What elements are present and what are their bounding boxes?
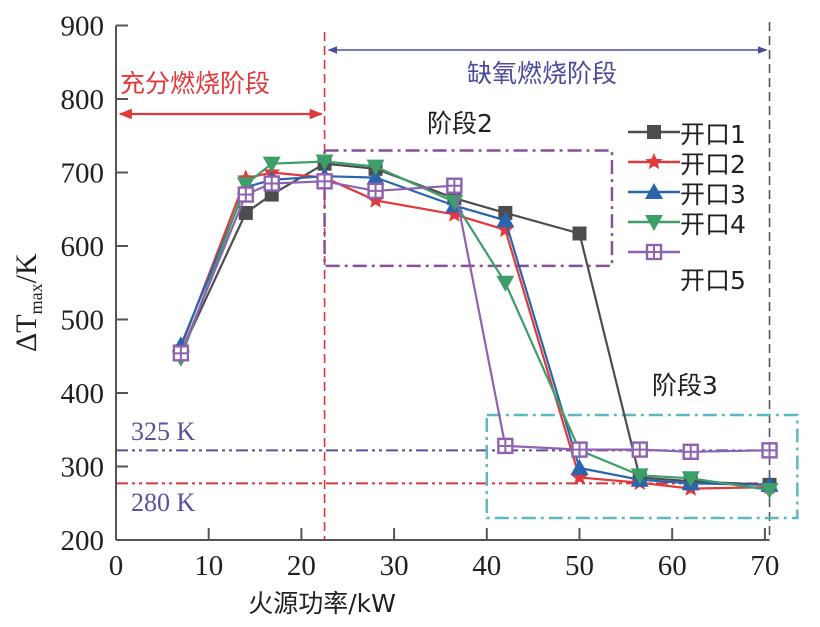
data-point xyxy=(760,483,779,500)
data-point xyxy=(367,191,385,208)
legend-marker xyxy=(647,125,661,139)
x-axis-title: 火源功率/kW xyxy=(248,589,396,618)
y-tick-label: 500 xyxy=(61,305,105,337)
stage2-label: 阶段2 xyxy=(427,109,493,138)
axes: 200 300 400 500 600 700 800 900 0 10 20 30 40 50 60 70 xyxy=(61,11,780,583)
data-point xyxy=(445,194,464,211)
y-tick-label: 700 xyxy=(61,158,105,190)
legend-label: 开口2 xyxy=(680,150,746,179)
data-point xyxy=(238,205,253,220)
legend-label: 开口1 xyxy=(680,120,746,149)
y-axis-title-main: ΔT xyxy=(10,314,43,352)
data-point xyxy=(631,441,648,458)
x-ticks: 0 10 20 30 40 50 60 70 xyxy=(109,528,779,582)
x-tick-label: 50 xyxy=(565,550,594,582)
line-325-label: 325 K xyxy=(131,417,196,446)
data-point xyxy=(366,159,385,176)
legend-item: 开口1 xyxy=(628,120,746,149)
legend-item: 开口2 xyxy=(628,150,746,179)
data-point xyxy=(315,154,334,171)
legend-item: 开口4 xyxy=(628,210,746,239)
y-tick-label: 200 xyxy=(61,525,105,557)
data-point xyxy=(366,168,385,185)
y-tick-label: 400 xyxy=(61,378,105,410)
data-point xyxy=(496,211,515,228)
data-point xyxy=(446,177,463,194)
data-point xyxy=(263,175,280,192)
legend-marker xyxy=(645,153,663,170)
data-point xyxy=(445,205,463,222)
legend-item: 开口3 xyxy=(628,180,746,209)
x-tick-label: 40 xyxy=(472,550,501,582)
x-tick-label: 70 xyxy=(750,550,779,582)
stage3-label: 阶段3 xyxy=(652,371,718,400)
legend-marker xyxy=(645,183,663,199)
stage3-box xyxy=(485,413,799,520)
data-point xyxy=(496,220,514,238)
data-point xyxy=(572,226,587,241)
oxygen-deficient-label: 缺氧燃烧阶段 xyxy=(467,59,617,88)
full-combustion-label: 充分燃烧阶段 xyxy=(120,69,270,98)
line-280-label: 280 K xyxy=(131,488,196,517)
x-tick-label: 20 xyxy=(287,550,316,582)
data-point xyxy=(571,441,588,458)
y-axis-title-unit: /K xyxy=(10,253,43,283)
y-axis-title-sub: max xyxy=(26,283,46,314)
y-ticks: 200 300 400 500 600 700 800 900 xyxy=(61,11,128,557)
legend-marker xyxy=(645,215,663,231)
stage2-box xyxy=(323,149,614,268)
data-point xyxy=(237,186,254,203)
y-tick-label: 800 xyxy=(61,84,105,116)
data-point xyxy=(367,182,384,200)
data-point xyxy=(496,275,515,292)
legend-label: 开口3 xyxy=(680,180,746,209)
y-tick-label: 600 xyxy=(61,231,105,263)
series-5 xyxy=(172,173,778,460)
data-point xyxy=(236,177,255,194)
legend-item: 开口5 xyxy=(628,243,746,295)
legend-label: 开口5 xyxy=(680,266,746,295)
data-point xyxy=(316,173,333,190)
data-point xyxy=(497,437,514,455)
data-point xyxy=(681,471,700,488)
data-point xyxy=(570,468,589,485)
data-point xyxy=(630,468,649,485)
data-point xyxy=(570,458,589,475)
x-tick-label: 10 xyxy=(194,550,223,582)
y-axis-title: ΔTmax/K xyxy=(10,253,46,352)
y-tick-label: 300 xyxy=(61,452,105,484)
legend-marker xyxy=(645,243,663,261)
x-tick-label: 30 xyxy=(380,550,409,582)
data-point xyxy=(761,442,778,459)
data-point xyxy=(262,156,281,173)
svg-text:ΔTmax/K: ΔTmax/K xyxy=(10,253,46,352)
x-tick-label: 0 xyxy=(109,550,124,582)
series-layer xyxy=(171,154,779,500)
data-point xyxy=(682,443,699,460)
data-point xyxy=(172,345,190,362)
y-tick-label: 900 xyxy=(61,11,105,43)
legend-label: 开口4 xyxy=(680,210,746,239)
x-tick-label: 60 xyxy=(658,550,687,582)
